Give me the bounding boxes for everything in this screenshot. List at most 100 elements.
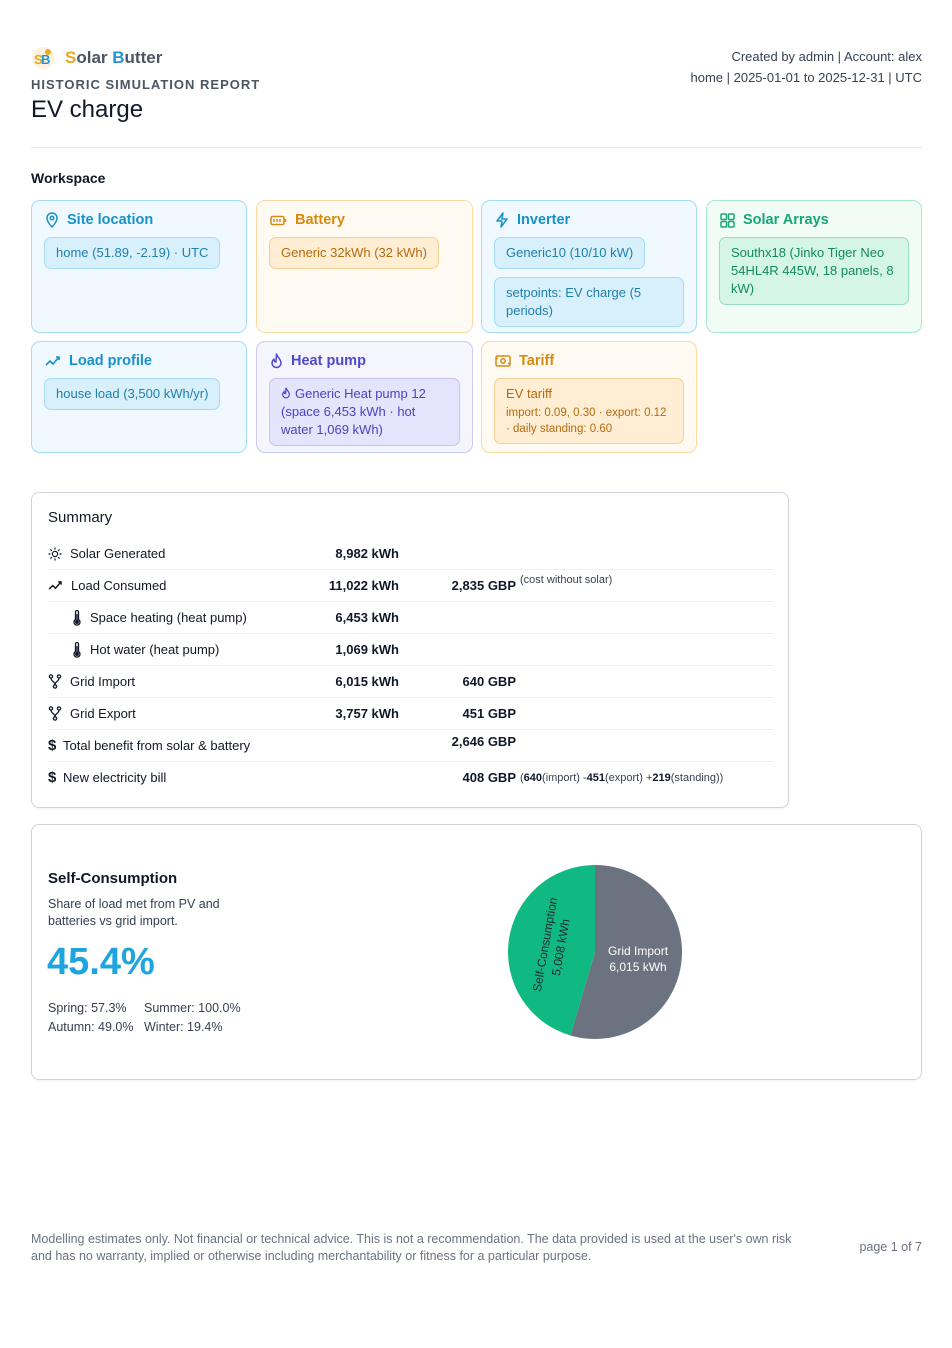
brand-name: Solar Butter <box>65 48 163 67</box>
summary-label: New electricity bill <box>63 770 167 785</box>
summary-row: $ Total benefit from solar & battery 2,6… <box>48 730 773 762</box>
site-location-title: Site location <box>67 212 154 228</box>
solar-array-chip: Southx18 (Jinko Tiger Neo 54HL4R 445W, 1… <box>719 237 909 305</box>
brand: S B Solar Butter <box>31 46 162 70</box>
site-chip: home (51.89, -2.19) · UTC <box>44 237 221 269</box>
summary-bill-breakdown: (640 (import) - 451 (export) + 219 (stan… <box>520 771 724 784</box>
summary-label: Grid Import <box>70 674 136 689</box>
tariff-name: EV tariff <box>506 386 553 401</box>
summary-kwh: 11,022 kWh <box>328 578 399 593</box>
battery-icon <box>270 215 287 225</box>
summary-gbp: 2,835 GBP <box>451 578 516 593</box>
summary-gbp: 451 GBP <box>462 706 516 721</box>
tariff-detail: import: 0.09, 0.30 · export: 0.12 · dail… <box>506 407 667 435</box>
report-type: HISTORIC SIMULATION REPORT <box>31 77 261 92</box>
self-consumption-value: 45.4% <box>47 941 155 983</box>
lightning-icon <box>496 212 508 228</box>
summary-note: (cost without solar) <box>520 573 613 586</box>
load-profile-card: Load profile house load (3,500 kWh/yr) <box>31 341 247 453</box>
summary-label: Total benefit from solar & battery <box>63 738 251 753</box>
season-winter: Winter: 19.4% <box>144 1020 223 1034</box>
svg-text:B: B <box>41 52 50 67</box>
summary-row: Grid Import 6,015 kWh 640 GBP <box>48 666 773 698</box>
tariff-title: Tariff <box>519 353 555 369</box>
summary-label: Load Consumed <box>71 578 167 593</box>
meta-site-period: home | 2025-01-01 to 2025-12-31 | UTC <box>690 70 923 85</box>
self-consumption-description: Share of load met from PV and batteries … <box>48 897 220 928</box>
summary-label: Space heating (heat pump) <box>90 610 247 625</box>
trend-line-icon <box>48 581 62 590</box>
summary-label: Grid Export <box>70 706 136 721</box>
solar-arrays-card: Solar Arrays Southx18 (Jinko Tiger Neo 5… <box>706 200 922 333</box>
site-location-card: Site location home (51.89, -2.19) · UTC <box>31 200 247 333</box>
pie-slice-grid-import <box>570 865 683 1039</box>
summary-kwh: 6,453 kWh <box>335 610 399 625</box>
pie-slice-label: Grid Import 6,015 kWh <box>608 944 669 974</box>
thermometer-icon <box>73 609 81 626</box>
inverter-chip: Generic10 (10/10 kW) <box>494 237 646 269</box>
summary-panel: Summary Solar Generated 8,982 kWh Load C… <box>31 492 789 808</box>
battery-title: Battery <box>295 212 345 228</box>
inverter-title: Inverter <box>517 212 571 228</box>
self-consumption-panel: Self-Consumption Share of load met from … <box>31 824 922 1080</box>
load-profile-chip: house load (3,500 kWh/yr) <box>44 378 221 410</box>
money-icon <box>495 355 511 367</box>
flame-icon <box>282 387 290 399</box>
meta-created-by: Created by admin | Account: alex <box>731 49 922 64</box>
pie-label-name: Grid Import <box>608 944 669 958</box>
load-profile-title: Load profile <box>69 353 152 369</box>
solar-butter-logo-icon: S B <box>32 47 54 69</box>
heat-pump-chip: Generic Heat pump 12 (space 6,453 kWh · … <box>269 378 460 446</box>
heat-pump-title: Heat pump <box>291 353 366 369</box>
summary-kwh: 3,757 kWh <box>335 706 399 721</box>
summary-row: Solar Generated 8,982 kWh <box>48 538 773 570</box>
inverter-card: Inverter Generic10 (10/10 kW) setpoints:… <box>481 200 697 333</box>
fork-icon <box>48 674 62 689</box>
sun-icon <box>48 547 62 560</box>
summary-kwh: 8,982 kWh <box>335 546 399 561</box>
trend-line-icon <box>45 356 60 366</box>
summary-row: Load Consumed 11,022 kWh 2,835 GBP (cost… <box>48 570 773 602</box>
season-autumn: Autumn: 49.0% <box>48 1020 134 1034</box>
tariff-chip: EV tariff import: 0.09, 0.30 · export: 0… <box>494 378 684 444</box>
summary-gbp: 2,646 GBP <box>451 734 516 749</box>
summary-row: Grid Export 3,757 kWh 451 GBP <box>48 698 773 730</box>
pie-label-value: 6,015 kWh <box>609 960 666 974</box>
season-summer: Summer: 100.0% <box>144 1001 241 1015</box>
battery-card: Battery Generic 32kWh (32 kWh) <box>256 200 473 333</box>
grid-icon <box>720 212 735 228</box>
tariff-card: Tariff EV tariff import: 0.09, 0.30 · ex… <box>481 341 697 453</box>
disclaimer: Modelling estimates only. Not financial … <box>31 1232 792 1263</box>
summary-label: Hot water (heat pump) <box>90 642 220 657</box>
season-spring: Spring: 57.3% <box>48 1001 127 1015</box>
heat-pump-card: Heat pump Generic Heat pump 12 (space 6,… <box>256 341 473 453</box>
seasonal-breakdown: Spring: 57.3% Summer: 100.0% Autumn: 49.… <box>48 999 241 1037</box>
page-number: page 1 of 7 <box>859 1240 922 1254</box>
summary-kwh: 1,069 kWh <box>335 642 399 657</box>
pie-slice-self-consumption <box>508 865 595 1036</box>
summary-title: Summary <box>48 509 113 526</box>
thermometer-icon <box>73 641 81 658</box>
summary-kwh: 6,015 kWh <box>335 674 399 689</box>
dollar-icon: $ <box>48 737 57 754</box>
fork-icon <box>48 706 62 721</box>
summary-row: Hot water (heat pump) 1,069 kWh <box>48 634 773 666</box>
solar-arrays-title: Solar Arrays <box>743 212 829 228</box>
summary-row: Space heating (heat pump) 6,453 kWh <box>48 602 773 634</box>
summary-gbp: 408 GBP <box>462 770 516 785</box>
flame-icon <box>271 353 282 369</box>
battery-chip: Generic 32kWh (32 kWh) <box>269 237 439 269</box>
summary-row: $ New electricity bill 408 GBP (640 (imp… <box>48 762 773 794</box>
self-consumption-title: Self-Consumption <box>48 870 178 887</box>
report-meta: Created by admin | Account: alex home | … <box>691 46 923 88</box>
svg-text:S: S <box>34 52 43 67</box>
inverter-setpoints-chip: setpoints: EV charge (5 periods) <box>494 277 684 327</box>
workspace-title: Workspace <box>31 170 106 186</box>
page-title: EV charge <box>31 96 144 123</box>
summary-gbp: 640 GBP <box>462 674 516 689</box>
summary-label: Solar Generated <box>70 546 166 561</box>
map-pin-icon <box>46 212 58 228</box>
report-header: S B Solar Butter HISTORIC SIMULATION REP… <box>31 44 922 148</box>
dollar-icon: $ <box>48 769 57 786</box>
